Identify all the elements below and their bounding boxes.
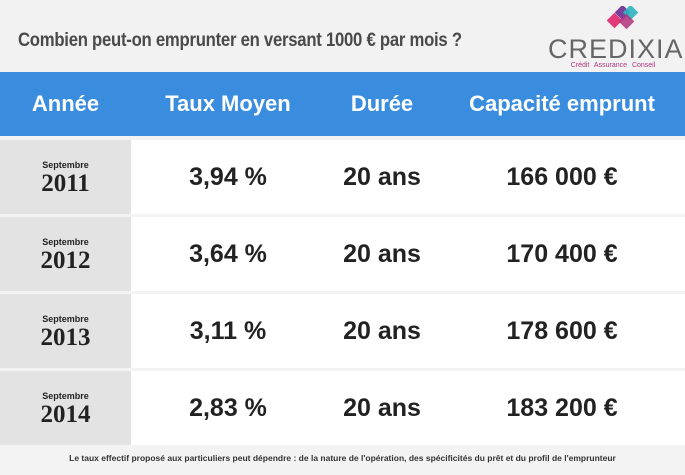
table-row: Septembre 2014 2,83 % 20 ans 183 200 € (0, 371, 685, 445)
year-cell: Septembre 2011 (0, 140, 131, 214)
header-annee: Année (31, 91, 100, 116)
capacity-cell: 178 600 € (506, 317, 618, 345)
rate-cell: 3,11 % (189, 317, 267, 345)
table-row: Septembre 2011 3,94 % 20 ans 166 000 € (0, 140, 685, 214)
table-row: Septembre 2012 3,64 % 20 ans 170 400 € (0, 217, 685, 291)
month-label: Septembre (42, 391, 89, 401)
header-duree: Durée (350, 91, 414, 116)
credixia-logo: CREDIXIA Crédit Assurance Conseil (548, 6, 684, 69)
duration-cell: 20 ans (343, 163, 421, 191)
rate-cell: 3,94 % (189, 163, 267, 191)
top-bar: Combien peut-on emprunter en versant 100… (0, 0, 685, 72)
capacity-cell: 170 400 € (506, 240, 618, 268)
logo-wordmark: CREDIXIA (548, 34, 684, 64)
header-taux-moyen: Taux Moyen (165, 91, 291, 116)
duration-cell: 20 ans (343, 317, 421, 345)
table-row: Septembre 2013 3,11 % 20 ans 178 600 € (0, 294, 685, 368)
year-cell: Septembre 2012 (0, 217, 131, 291)
year-label: 2011 (41, 170, 90, 197)
year-label: 2013 (40, 324, 91, 351)
year-cell: Septembre 2014 (0, 371, 131, 445)
capacity-cell: 183 200 € (506, 394, 618, 422)
rate-cell: 3,64 % (189, 240, 267, 268)
duration-cell: 20 ans (343, 394, 421, 422)
year-label: 2014 (40, 401, 91, 428)
month-label: Septembre (42, 160, 89, 170)
month-label: Septembre (42, 314, 89, 324)
footnote: Le taux effectif proposé aux particulier… (69, 453, 616, 463)
page-title: Combien peut-on emprunter en versant 100… (18, 30, 462, 51)
logo-tagline: Crédit Assurance Conseil (570, 62, 656, 69)
capacity-cell: 166 000 € (506, 163, 618, 191)
year-cell: Septembre 2013 (0, 294, 131, 368)
header-capacite: Capacité emprunt (469, 91, 655, 116)
logo-mark-icon (606, 6, 639, 30)
year-label: 2012 (40, 247, 91, 274)
month-label: Septembre (42, 237, 89, 247)
table-header: Année Taux Moyen Durée Capacité emprunt (0, 72, 685, 136)
duration-cell: 20 ans (343, 240, 421, 268)
rate-cell: 2,83 % (189, 394, 267, 422)
